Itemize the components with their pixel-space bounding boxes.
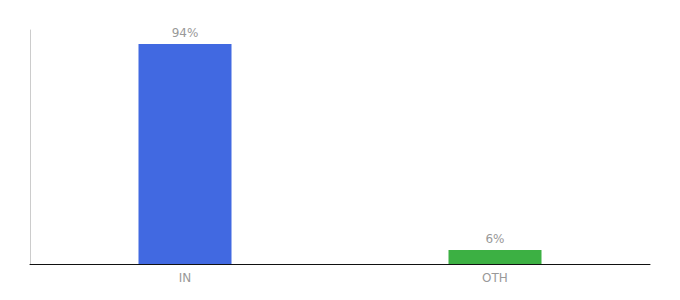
svg-text:6%: 6% [485,232,504,246]
svg-text:94%: 94% [172,26,199,40]
svg-text:IN: IN [179,271,192,285]
svg-text:OTH: OTH [482,271,508,285]
